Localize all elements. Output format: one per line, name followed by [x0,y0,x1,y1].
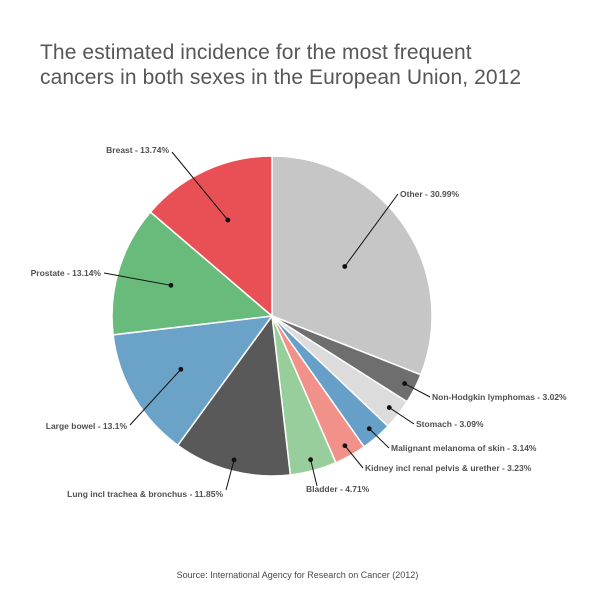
leader-dot-large-bowel [178,366,184,372]
pie-slice-prostate [111,210,274,336]
leader-line-bladder [310,459,318,487]
leader-line-other [344,193,399,267]
pie-slice-other [271,155,433,376]
leader-line-prostate [103,272,172,286]
slice-label-other: Other - 30.99% [400,189,459,199]
chart-title: The estimated incidence for the most fre… [40,40,560,90]
leader-dot-malignant-melanoma-of-skin [366,426,372,432]
leader-dot-breast [225,217,231,223]
slice-label-bladder: Bladder - 4.71% [306,484,370,494]
leader-dot-non-hodgkin-lymphomas [402,381,407,386]
pie-leader-lines [103,151,431,491]
leader-line-lung-incl-trachea-bronchus [225,459,235,491]
pie-slice-large-bowel [112,315,274,447]
slice-label-prostate: Prostate - 13.14% [31,268,102,278]
leader-dot-bladder [308,457,314,463]
leader-line-kidney-incl-renal-pelvis-urether [344,445,364,469]
slice-label-breast: Breast - 13.74% [106,145,169,155]
pie-slices [111,155,433,477]
chart-title-line-2: cancers in both sexes in the European Un… [40,66,522,89]
slice-label-kidney-incl-renal-pelvis-urether: Kidney incl renal pelvis & urether - 3.2… [365,463,532,473]
leader-line-malignant-melanoma-of-skin [368,428,390,449]
slice-label-stomach: Stomach - 3.09% [416,419,484,429]
pie-labels: Other - 30.99% Non-Hodgkin lymphomas - 3.… [31,145,567,499]
source-note: Source: International Agency for Researc… [176,570,419,580]
leader-line-breast [171,151,229,221]
leader-dot-other [342,264,348,269]
slice-label-malignant-melanoma-of-skin: Malignant melanoma of skin - 3.14% [391,443,537,453]
leader-dot-kidney-incl-renal-pelvis-urether [342,443,348,449]
leader-dot-stomach [386,405,392,410]
slice-label-large-bowel: Large bowel - 13.1% [46,421,128,431]
leader-dot-lung-incl-trachea-bronchus [231,457,237,463]
leader-line-stomach [389,407,415,425]
chart-title-line-1: The estimated incidence for the most fre… [40,41,472,64]
pie-slice-breast [149,155,273,318]
leader-line-large-bowel [129,368,182,426]
slice-label-lung-incl-trachea-bronchus: Lung incl trachea & bronchus - 11.85% [67,489,223,499]
slice-label-non-hodgkin-lymphomas: Non-Hodgkin lymphomas - 3.02% [432,392,567,402]
leader-line-non-hodgkin-lymphomas [404,383,431,398]
leader-dot-prostate [168,282,174,288]
